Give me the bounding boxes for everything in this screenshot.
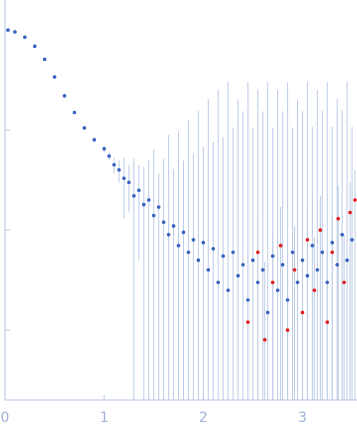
point [92, 137, 97, 142]
points [6, 28, 357, 342]
point [251, 258, 255, 263]
point [171, 224, 176, 228]
point [348, 210, 352, 215]
point [295, 280, 300, 285]
point [201, 240, 206, 245]
point [231, 250, 235, 255]
point [246, 320, 250, 324]
point [102, 147, 106, 151]
point [256, 250, 260, 255]
point [226, 288, 230, 293]
point [181, 230, 186, 235]
point [290, 250, 295, 255]
point [315, 268, 320, 272]
point [42, 57, 47, 62]
point [216, 280, 220, 285]
point [196, 258, 201, 263]
point [82, 126, 87, 130]
point [32, 44, 37, 49]
point [345, 258, 349, 263]
point [176, 243, 181, 248]
point [211, 247, 216, 251]
point [161, 220, 166, 224]
point [300, 310, 305, 315]
point [122, 176, 126, 181]
point [107, 154, 111, 158]
point [292, 268, 297, 272]
point [320, 250, 325, 255]
point [191, 237, 196, 242]
point [117, 168, 121, 172]
point [146, 198, 151, 202]
x-tick-label: 2 [199, 410, 208, 426]
point [62, 94, 67, 98]
x-tick-label: 0 [1, 410, 10, 426]
point [112, 162, 116, 167]
point [325, 320, 330, 324]
point [262, 337, 267, 342]
point [318, 228, 323, 232]
point [330, 240, 335, 245]
point [23, 35, 27, 39]
point [265, 310, 270, 315]
point [305, 237, 310, 242]
point [280, 262, 285, 267]
point [236, 273, 240, 278]
point [142, 202, 146, 207]
point [72, 110, 77, 115]
point [206, 268, 211, 272]
point [52, 75, 57, 79]
error-bars [7, 29, 356, 400]
point [166, 232, 171, 237]
point [300, 258, 305, 263]
point [278, 243, 283, 248]
point [127, 180, 131, 185]
point [340, 232, 344, 237]
x-tick-label: 1 [100, 410, 109, 426]
point [186, 250, 191, 255]
point [270, 280, 275, 285]
point [312, 288, 317, 293]
point [246, 298, 250, 302]
point [285, 298, 290, 302]
point [335, 262, 339, 267]
point [221, 254, 225, 258]
point [342, 280, 346, 285]
point [310, 243, 315, 248]
x-tick-label: 3 [298, 410, 307, 426]
point [156, 205, 161, 209]
point [330, 250, 335, 255]
point [275, 288, 280, 293]
point [336, 216, 340, 221]
point [6, 28, 10, 32]
point [350, 237, 354, 242]
point [270, 254, 275, 258]
point [261, 268, 265, 272]
point [137, 188, 141, 193]
point [241, 262, 245, 267]
point [151, 213, 156, 218]
point [353, 198, 357, 202]
point [256, 280, 260, 285]
point [285, 328, 290, 332]
point [13, 30, 17, 34]
point [305, 273, 310, 278]
point [325, 280, 330, 285]
point [132, 194, 136, 198]
